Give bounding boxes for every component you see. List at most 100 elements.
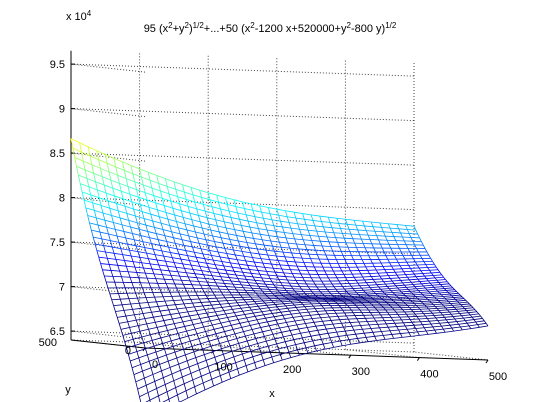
mesh-line	[429, 270, 432, 274]
mesh-line	[383, 231, 393, 233]
mesh-line	[195, 257, 199, 263]
mesh-line	[350, 285, 354, 289]
mesh-line	[155, 351, 159, 359]
mesh-line	[124, 169, 134, 175]
mesh-line	[234, 229, 237, 236]
mesh-line	[258, 321, 268, 324]
mesh-line	[124, 260, 134, 263]
mesh-line	[366, 282, 369, 286]
mesh-line	[306, 327, 310, 332]
mesh-line	[119, 270, 122, 277]
mesh-line	[282, 315, 285, 319]
mesh-line	[89, 222, 99, 226]
mesh-line	[155, 278, 158, 284]
mesh-line	[157, 283, 160, 289]
mesh-line	[184, 324, 194, 327]
mesh-line	[81, 151, 91, 157]
mesh-line	[198, 338, 202, 344]
mesh-line	[144, 318, 148, 325]
mesh-line	[290, 354, 300, 358]
x-tick-mark	[485, 359, 489, 364]
mesh-line	[183, 245, 187, 251]
mesh-line	[263, 314, 266, 319]
mesh-line	[265, 340, 269, 347]
mesh-line	[229, 238, 239, 242]
mesh-line	[436, 297, 445, 300]
mesh-line	[171, 257, 175, 263]
mesh-line	[319, 215, 322, 222]
mesh-line	[163, 255, 173, 259]
mesh-line	[176, 326, 185, 329]
mesh-line	[290, 228, 294, 234]
mesh-line	[427, 288, 436, 291]
mesh-line	[324, 346, 334, 350]
mesh-line	[441, 303, 451, 305]
mesh-line	[344, 237, 353, 240]
mesh-line	[365, 318, 368, 322]
mesh-line	[374, 336, 377, 341]
mesh-line	[200, 221, 209, 225]
mesh-line	[282, 251, 286, 257]
mesh-line	[212, 235, 222, 239]
mesh-line	[365, 230, 369, 236]
mesh-line	[311, 240, 314, 246]
mesh-line	[153, 343, 163, 347]
mesh-line	[252, 327, 261, 330]
mesh-line	[301, 314, 311, 317]
mesh-line	[393, 336, 403, 339]
mesh-line	[332, 323, 336, 329]
mesh-line	[181, 239, 185, 246]
mesh-line	[178, 360, 188, 365]
mesh-line	[210, 229, 213, 237]
mesh-line	[401, 319, 404, 324]
mesh-line	[328, 316, 332, 321]
mesh-line	[198, 281, 208, 283]
mesh-line	[365, 291, 374, 293]
mesh-line	[284, 318, 287, 323]
mesh-line	[178, 363, 181, 371]
mesh-line	[236, 314, 245, 317]
mesh-line	[362, 329, 365, 334]
mesh-line	[83, 199, 87, 208]
mesh-line	[242, 201, 245, 209]
mesh-line	[142, 211, 151, 215]
mesh-line	[300, 253, 309, 255]
mesh-line	[130, 333, 134, 340]
mesh-line	[112, 246, 121, 249]
mesh-line	[439, 322, 449, 324]
mesh-line	[123, 170, 127, 179]
mesh-line	[206, 217, 216, 221]
mesh-line	[336, 331, 339, 337]
mesh-line	[166, 305, 170, 311]
mesh-line	[321, 245, 325, 251]
mesh-line	[98, 256, 108, 259]
mesh-line	[130, 165, 134, 174]
mesh-line	[177, 307, 186, 310]
mesh-line	[176, 357, 180, 365]
mesh-line	[287, 216, 296, 219]
mesh-line	[379, 222, 382, 228]
mesh-line	[302, 213, 312, 216]
mesh-line	[256, 283, 259, 287]
mesh-line	[178, 253, 188, 257]
mesh-line	[426, 329, 435, 332]
mesh-line	[286, 346, 290, 353]
mesh-line	[411, 271, 415, 275]
mesh-line	[102, 269, 112, 271]
mesh-line	[340, 228, 343, 234]
mesh-line	[228, 258, 231, 264]
mesh-line	[119, 299, 123, 305]
mesh-line	[150, 287, 154, 293]
mesh-line	[380, 314, 383, 318]
mesh-line	[147, 172, 151, 181]
mesh-line	[217, 251, 221, 258]
mesh-line	[272, 268, 276, 273]
mesh-line	[186, 331, 189, 337]
mesh-line	[269, 213, 273, 220]
mesh-line	[350, 233, 354, 239]
mesh-line	[398, 276, 408, 279]
mesh-line	[242, 201, 252, 205]
z-tick-label: 9.5	[50, 59, 65, 71]
mesh-line	[290, 328, 299, 331]
mesh-line	[117, 174, 127, 179]
